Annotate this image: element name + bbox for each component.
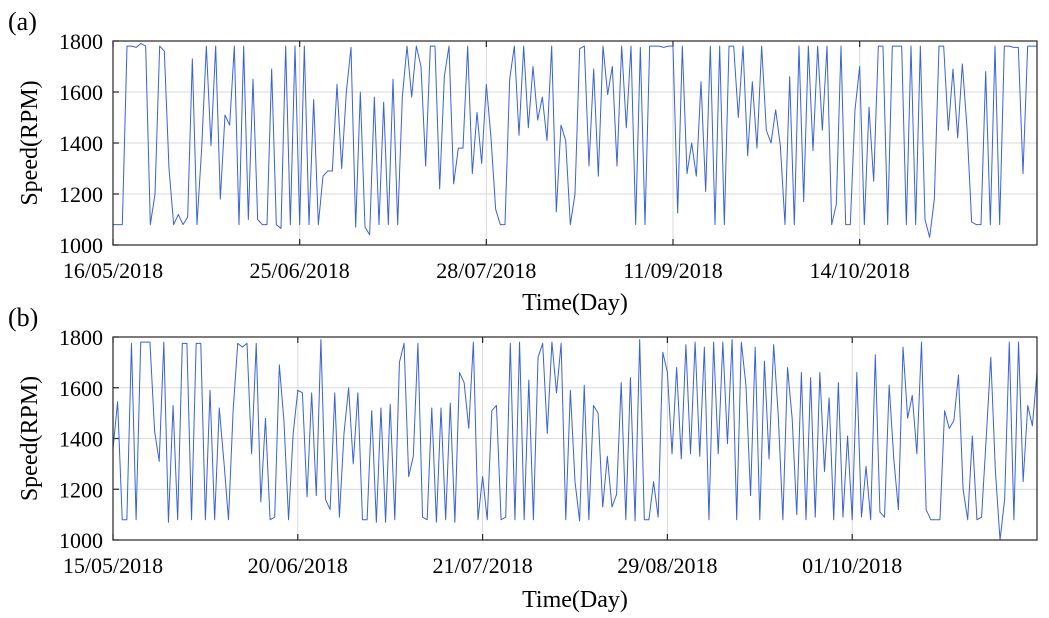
y-tick-label: 1800 xyxy=(59,325,103,350)
series-line xyxy=(113,43,1037,238)
x-axis-label: Time(Day) xyxy=(522,587,628,613)
x-tick-label: 01/10/2018 xyxy=(802,553,902,578)
series-line xyxy=(112,339,1038,541)
chart-panel-a: (a) 1000 1200 1400 1600 1800 16/05/2018 25/06/2… xyxy=(8,7,1038,316)
x-axis-label: Time(Day) xyxy=(522,290,628,316)
x-tick-label: 21/07/2018 xyxy=(432,553,532,578)
y-tick-label: 1400 xyxy=(59,131,103,156)
x-tick-label: 15/05/2018 xyxy=(63,553,163,578)
y-tick-label: 1600 xyxy=(59,376,103,401)
y-axis-label: Speed(RPM) xyxy=(17,80,43,205)
y-tick-label: 1800 xyxy=(59,29,103,54)
y-tick-label: 1200 xyxy=(59,182,103,207)
axes-frame xyxy=(112,40,1038,246)
panel-label: (b) xyxy=(8,303,38,332)
panel-label: (a) xyxy=(8,7,37,36)
x-tick-label: 14/10/2018 xyxy=(810,258,910,283)
x-tick-label: 29/08/2018 xyxy=(617,553,717,578)
y-tick-label: 1400 xyxy=(59,427,103,452)
x-tick-label: 25/06/2018 xyxy=(250,258,350,283)
x-tick-label: 16/05/2018 xyxy=(63,258,163,283)
x-tick-label: 28/07/2018 xyxy=(436,258,536,283)
y-tick-label: 1000 xyxy=(59,233,103,258)
axes-frame xyxy=(112,336,1038,541)
y-tick-label: 1200 xyxy=(59,477,103,502)
y-tick-label: 1600 xyxy=(59,80,103,105)
chart-panel-b: (b) 1000 1200 1400 1600 1800 15/05/2018 20/06/2… xyxy=(8,303,1038,613)
y-axis-label: Speed(RPM) xyxy=(17,376,43,501)
x-tick-label: 20/06/2018 xyxy=(248,553,348,578)
x-tick-label: 11/09/2018 xyxy=(623,258,722,283)
y-tick-label: 1000 xyxy=(59,528,103,553)
